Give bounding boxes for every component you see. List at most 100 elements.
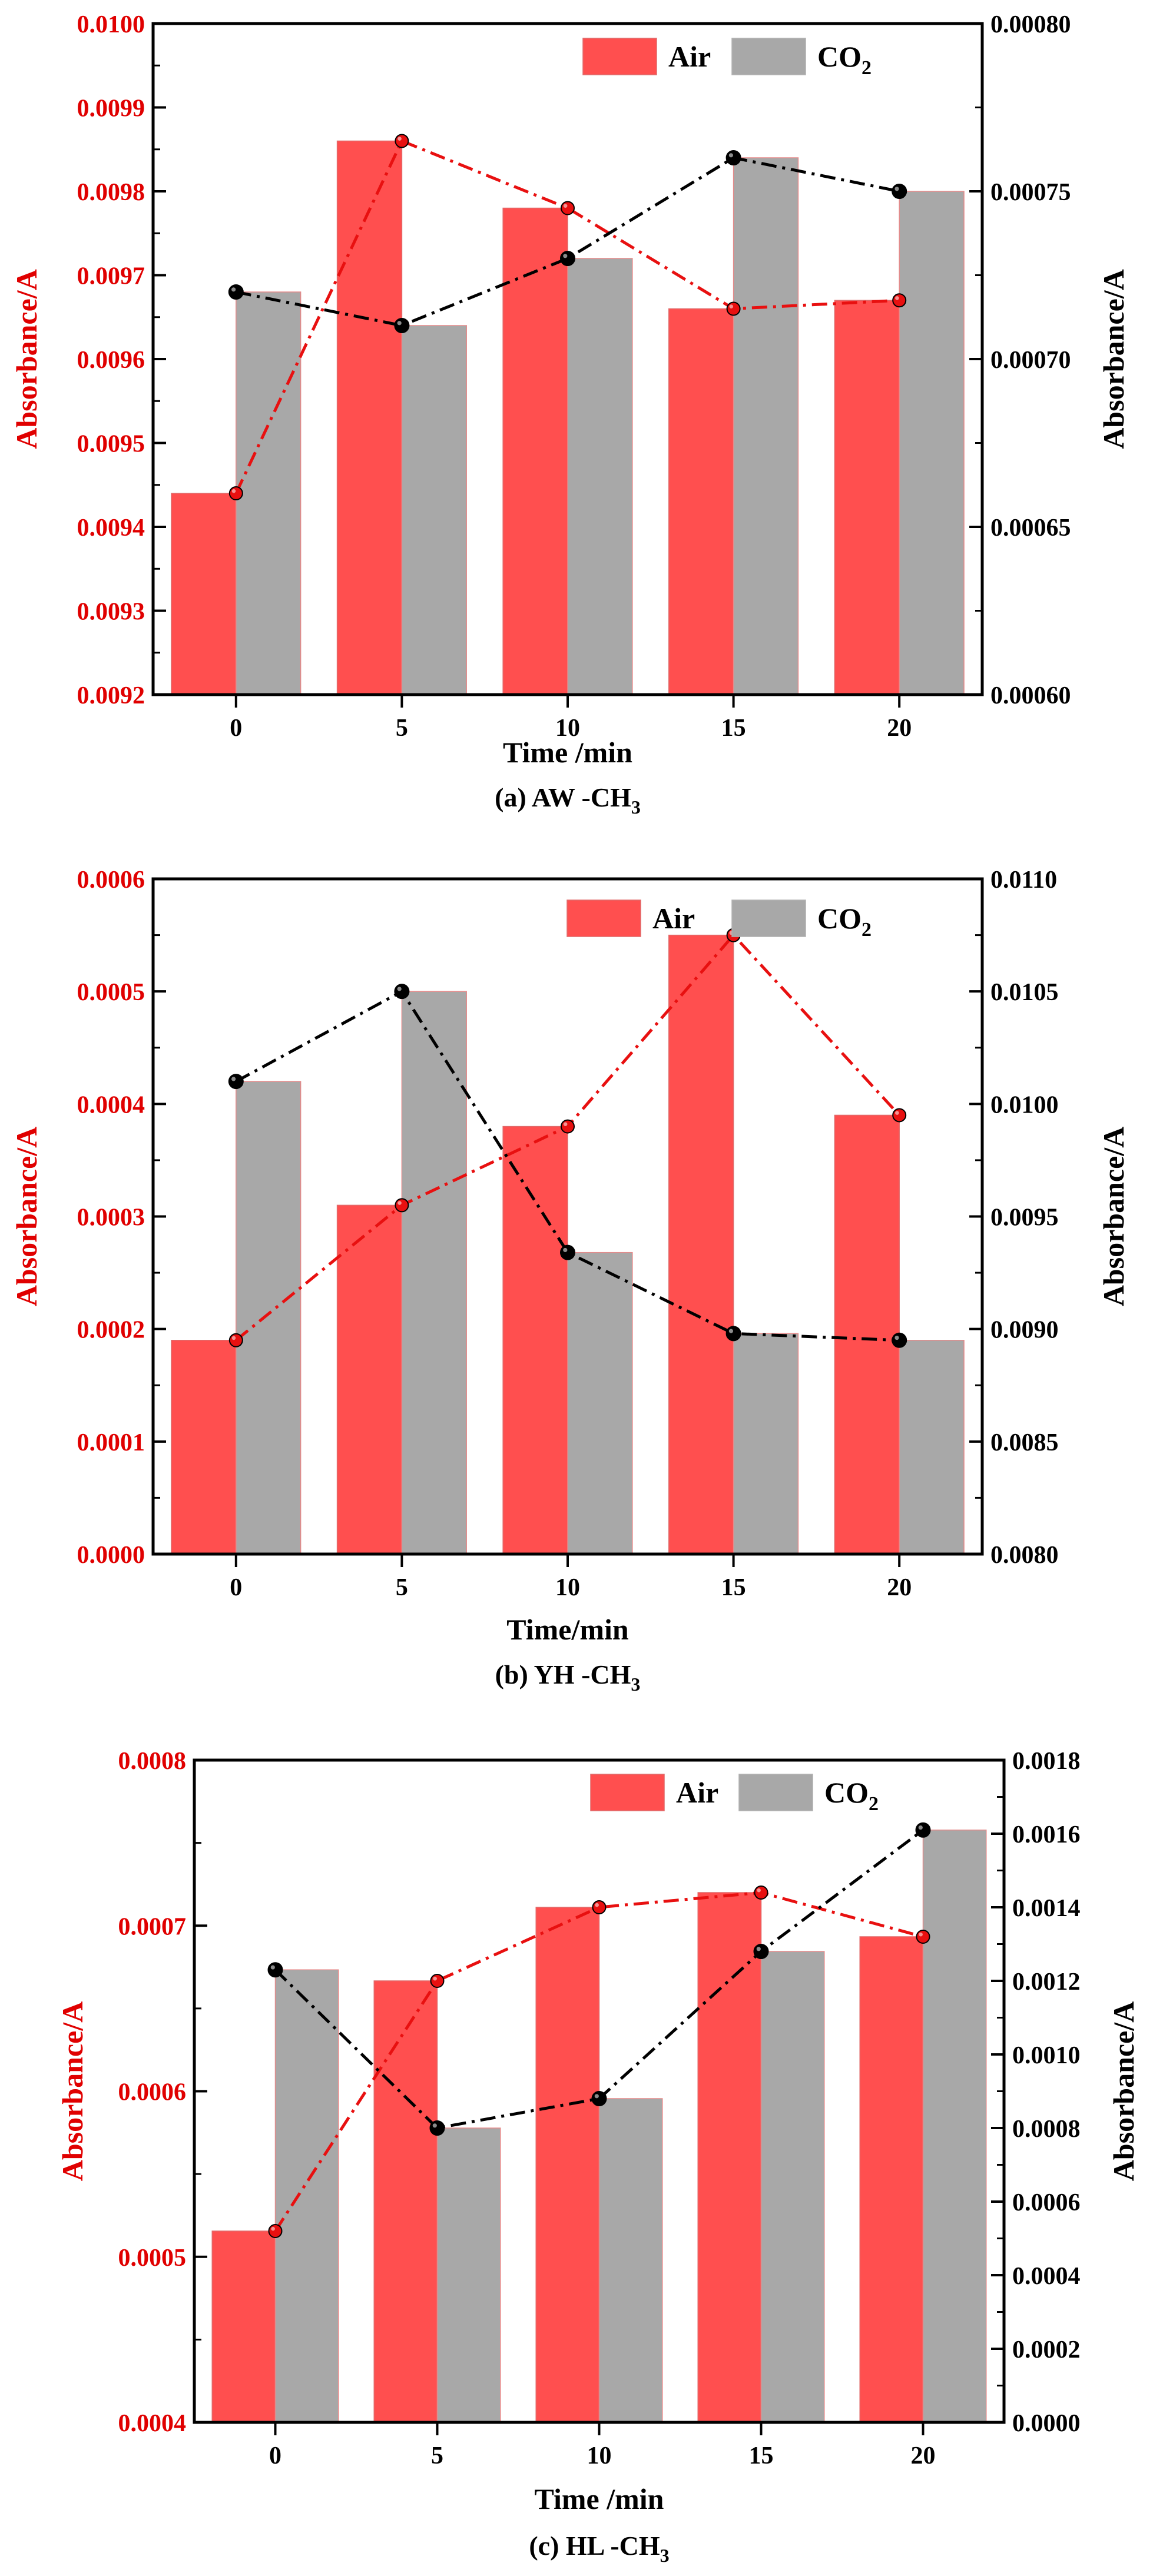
line-air-point-highlight-20: [919, 1932, 923, 1937]
line-co2: [236, 156, 900, 327]
bar-air-5: [336, 1204, 403, 1555]
bar-co2-15: [760, 1951, 825, 2423]
line-co2-point-5: [429, 2120, 445, 2136]
line-air-point-15: [726, 301, 741, 316]
right-axis-label: Absorbance/A: [1097, 1127, 1130, 1307]
legend-swatch-air: [566, 899, 641, 937]
panel-caption: (c) HL -CH3: [529, 2531, 669, 2566]
chart-panel-2: 0.00040.00050.00060.00070.00080.00000.00…: [56, 1748, 1140, 2566]
line-air-point-highlight-0: [271, 2226, 275, 2231]
right-tick-label: 0.0105: [990, 979, 1059, 1006]
line-co2-point-highlight-0: [270, 1965, 275, 1970]
right-tick-label: 0.0004: [1012, 2263, 1081, 2290]
line-co2-point-highlight-10: [563, 1247, 568, 1253]
bar-air-10: [502, 207, 568, 695]
line-air-point-20: [892, 293, 907, 308]
left-tick-label: 0.0096: [77, 347, 145, 374]
legend-label-co2-main: CO: [817, 40, 862, 73]
line-co2-point-highlight-20: [894, 187, 899, 191]
line-air-point-highlight-20: [895, 296, 899, 300]
legend-label-co2: CO2: [817, 40, 872, 79]
line-co2-point-20: [892, 1332, 907, 1348]
line-co2-point-15: [725, 1326, 741, 1342]
x-axis: 0 5 10 15 20: [230, 1554, 912, 1601]
line-air-point-20: [892, 1108, 907, 1123]
left-axis-label: Absorbance/A: [56, 2001, 89, 2182]
right-tick-label: 0.00070: [990, 347, 1071, 374]
line-air-point-10: [592, 1900, 607, 1914]
panel-caption: (a) AW -CH3: [495, 782, 641, 818]
x-tick-label: 15: [721, 1574, 746, 1601]
right-tick-label: 0.0090: [990, 1317, 1059, 1344]
x-tick-label: 0: [230, 715, 242, 742]
panel-caption-main: (a) AW -CH: [495, 782, 631, 812]
legend-swatch-co2: [738, 1774, 813, 1811]
bar-co2-10: [598, 2098, 663, 2423]
x-axis-label: Time /min: [535, 2482, 664, 2515]
line-air-point-highlight-10: [563, 204, 568, 208]
x-tick-label: 15: [749, 2442, 774, 2469]
left-axis-label: Absorbance/A: [10, 269, 43, 449]
line-co2-point-5: [394, 984, 410, 1000]
line-air-point-0: [228, 486, 243, 500]
line-air-point-highlight-20: [895, 1111, 899, 1115]
bar-air-20: [859, 1936, 924, 2423]
line-co2-point-0: [267, 1962, 283, 1978]
left-tick-label: 0.0099: [77, 95, 145, 122]
legend: Air CO2: [590, 1774, 879, 1815]
left-tick-label: 0.0006: [118, 2079, 187, 2106]
line-co2-point-highlight-5: [397, 987, 402, 991]
right-tick-label: 0.0012: [1012, 1968, 1081, 1996]
line-air-point-highlight-15: [757, 1888, 761, 1893]
right-tick-label: 0.00075: [990, 179, 1071, 206]
bar-co2-5: [436, 2127, 501, 2423]
line-air-point-highlight-5: [397, 1201, 402, 1205]
x-axis-label: Time /min: [503, 736, 632, 769]
line-co2-point-10: [560, 1244, 575, 1260]
x-tick-label: 20: [911, 2442, 936, 2469]
legend-label-air: Air: [652, 902, 695, 935]
x-tick-label: 10: [555, 1574, 580, 1601]
bar-co2-10: [567, 1252, 633, 1555]
bar-co2-0: [236, 291, 301, 695]
line-co2-point-highlight-0: [231, 1077, 236, 1081]
legend: Air CO2: [582, 38, 872, 79]
bar-co2-20: [922, 1830, 987, 2423]
bars: [171, 934, 965, 1555]
line-co2: [235, 989, 900, 1342]
line-air-point-15: [754, 1885, 768, 1900]
x-tick-label: 0: [269, 2442, 281, 2469]
bar-air-0: [171, 493, 237, 695]
left-tick-label: 0.0098: [77, 179, 145, 206]
left-tick-label: 0.0095: [77, 431, 145, 458]
line-co2-point-highlight-20: [894, 1335, 899, 1340]
panel-caption-subscript: 3: [631, 1674, 640, 1695]
left-tick-label: 0.0008: [118, 1748, 187, 1775]
bar-co2-0: [236, 1081, 301, 1555]
right-tick-label: 0.0085: [990, 1429, 1059, 1456]
right-axis: 0.0000 0.0002 0.0004 0.0006 0.0008 0.0010 0.00…: [991, 1748, 1081, 2437]
line-co2-point-highlight-10: [594, 2094, 599, 2099]
x-tick-label: 5: [396, 1574, 408, 1601]
left-axis-label: Absorbance/A: [10, 1127, 43, 1307]
line-air-point-highlight-0: [231, 1336, 236, 1340]
right-tick-label: 0.00080: [990, 11, 1071, 38]
legend-label-co2-subscript: 2: [862, 57, 872, 79]
legend-label-co2: CO2: [817, 902, 872, 941]
line-co2-point-15: [725, 150, 741, 165]
left-tick-label: 0.0003: [77, 1204, 145, 1231]
line-co2-point-10: [560, 251, 575, 266]
line-air: [234, 139, 900, 494]
line-co2-point-5: [394, 318, 410, 333]
left-tick-label: 0.0006: [77, 867, 145, 894]
right-tick-label: 0.00060: [990, 682, 1071, 709]
right-tick-label: 0.0010: [1012, 2042, 1081, 2069]
right-tick-label: 0.0110: [990, 867, 1057, 894]
bar-air-5: [373, 1980, 438, 2423]
right-tick-label: 0.0016: [1012, 1821, 1081, 1848]
x-tick-label: 10: [587, 2442, 612, 2469]
legend-label-air: Air: [676, 1776, 718, 1809]
legend-label-air: Air: [668, 40, 711, 73]
x-axis: 0 5 10 15 20: [230, 695, 912, 742]
right-tick-label: 0.0014: [1012, 1895, 1081, 1922]
